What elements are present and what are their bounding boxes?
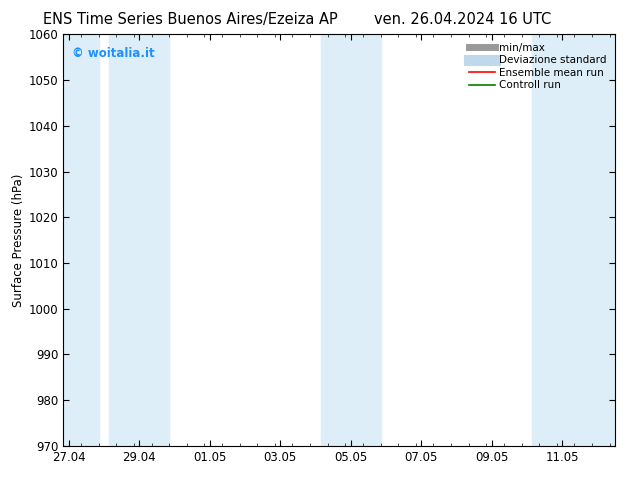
Text: © woitalia.it: © woitalia.it <box>72 47 154 60</box>
Text: ENS Time Series Buenos Aires/Ezeiza AP: ENS Time Series Buenos Aires/Ezeiza AP <box>43 12 337 27</box>
Bar <box>63 34 99 446</box>
Text: ven. 26.04.2024 16 UTC: ven. 26.04.2024 16 UTC <box>374 12 552 27</box>
Bar <box>321 34 380 446</box>
Bar <box>532 34 615 446</box>
Bar <box>109 34 169 446</box>
Legend: min/max, Deviazione standard, Ensemble mean run, Controll run: min/max, Deviazione standard, Ensemble m… <box>466 40 610 94</box>
Y-axis label: Surface Pressure (hPa): Surface Pressure (hPa) <box>11 173 25 307</box>
